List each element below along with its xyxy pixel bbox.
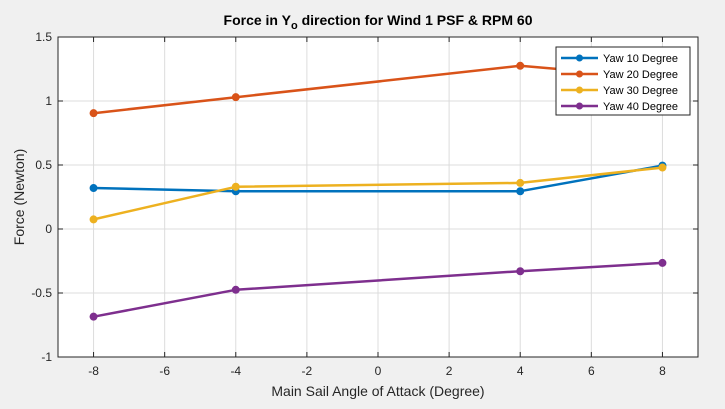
legend-label: Yaw 40 Degree: [603, 101, 678, 113]
series-line-yaw-10-degree: [93, 164, 663, 193]
x-tick-label: 6: [588, 364, 595, 378]
legend-label: Yaw 20 Degree: [603, 69, 678, 81]
data-point-yaw-20-degree: [516, 61, 525, 70]
title-subscript: o: [291, 20, 298, 32]
data-point-yaw-20-degree: [231, 93, 240, 102]
data-point-yaw-20-degree: [89, 109, 98, 118]
y-axis-label: Force (Newton): [11, 149, 27, 245]
y-tick-label: 1.5: [35, 30, 52, 44]
legend-swatch-marker: [576, 86, 583, 94]
legend-item-yaw-10-degree: Yaw 10 Degree: [561, 53, 678, 65]
data-point-yaw-30-degree: [231, 182, 240, 191]
chart-title: Force in Yo direction for Wind 1 PSF & R…: [224, 12, 533, 32]
x-tick-label: 0: [375, 364, 382, 378]
series-yaw-10-degree: [89, 161, 667, 196]
y-tick-label: -1: [41, 350, 52, 364]
data-point-yaw-40-degree: [658, 258, 667, 267]
y-tick-label: -0.5: [31, 286, 52, 300]
legend: Yaw 10 Degree Yaw 20 Degree Yaw 30 Degree Y…: [555, 46, 691, 116]
x-tick-label: -8: [88, 364, 99, 378]
legend-item-yaw-40-degree: Yaw 40 Degree: [561, 101, 678, 113]
x-tick-label: -6: [159, 364, 170, 378]
x-tick-label: -2: [302, 364, 313, 378]
legend-label: Yaw 30 Degree: [603, 85, 678, 97]
y-tick-label: 0: [45, 222, 52, 236]
data-point-yaw-30-degree: [658, 163, 667, 172]
data-point-yaw-10-degree: [89, 184, 98, 193]
series-line-yaw-40-degree: [93, 261, 663, 318]
data-point-yaw-40-degree: [516, 267, 525, 276]
x-tick-label: -4: [230, 364, 241, 378]
legend-swatch-marker: [576, 54, 583, 62]
legend-swatch-marker: [576, 102, 583, 110]
legend-item-yaw-20-degree: Yaw 20 Degree: [561, 69, 678, 81]
ticks: -8 -6 -4 -2 0 2 4 6 8 -1 -0.5 0 0.5 1 1.5: [31, 30, 698, 378]
y-tick-label: 1: [45, 94, 52, 108]
legend-label: Yaw 10 Degree: [603, 53, 678, 65]
series-yaw-40-degree: [89, 258, 667, 321]
y-tick-label: 0.5: [35, 158, 52, 172]
data-point-yaw-30-degree: [516, 178, 525, 187]
data-point-yaw-40-degree: [89, 312, 98, 321]
data-point-yaw-30-degree: [89, 215, 98, 224]
data-point-yaw-40-degree: [231, 285, 240, 294]
x-tick-label: 2: [446, 364, 453, 378]
x-tick-label: 8: [659, 364, 666, 378]
series-yaw-30-degree: [89, 163, 667, 224]
legend-swatch-marker: [576, 70, 583, 78]
x-tick-label: 4: [517, 364, 524, 378]
x-axis-label: Main Sail Angle of Attack (Degree): [271, 383, 484, 399]
data-point-yaw-10-degree: [516, 187, 525, 196]
legend-item-yaw-30-degree: Yaw 30 Degree: [561, 85, 678, 97]
series-line-yaw-30-degree: [93, 166, 663, 221]
